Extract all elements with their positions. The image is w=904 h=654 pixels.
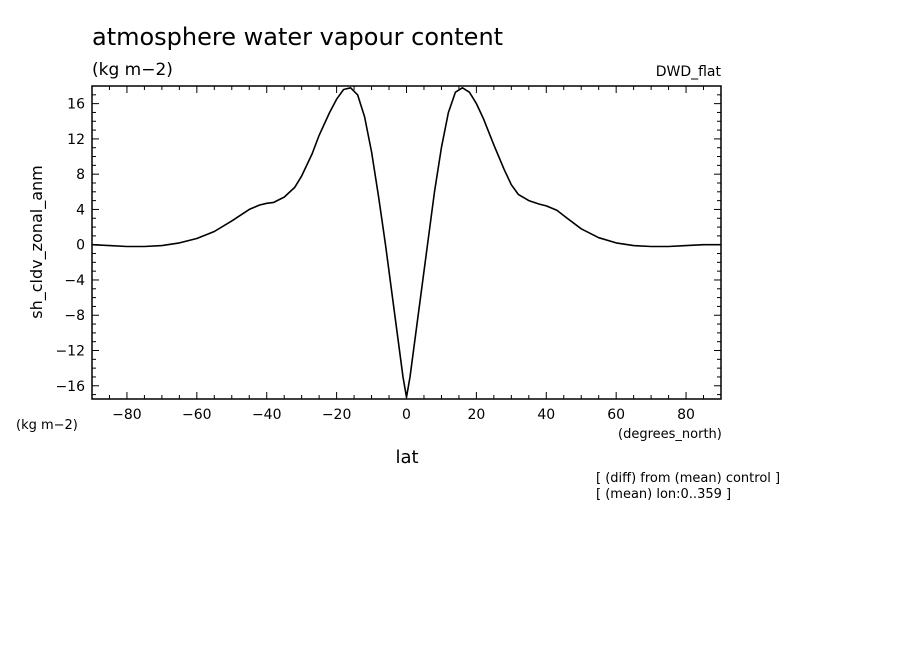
- x-tick-label: 0: [402, 407, 411, 423]
- note-mean: [ (mean) lon:0..359 ]: [596, 487, 731, 502]
- y-axis-label: sh_cldv_zonal_anm: [27, 165, 47, 318]
- series-line: [91, 87, 721, 399]
- y-tick-label: −8: [64, 308, 85, 324]
- x-tick-label: −40: [252, 407, 282, 423]
- x-axis-units: (degrees_north): [618, 427, 722, 442]
- y-tick-label: −12: [55, 344, 85, 360]
- x-tick-label: 80: [677, 407, 695, 423]
- note-diff: [ (diff) from (mean) control ]: [596, 471, 780, 486]
- x-tick-label: −60: [182, 407, 212, 423]
- chart-title: atmosphere water vapour content: [92, 23, 503, 51]
- y-tick-label: 16: [67, 97, 85, 113]
- y-tick-label: −4: [64, 273, 85, 289]
- y-axis-units: (kg m−2): [16, 418, 78, 433]
- y-tick-label: −16: [55, 379, 85, 395]
- y-tick-label: 4: [76, 202, 85, 218]
- dataset-label: DWD_flat: [656, 64, 722, 80]
- x-tick-label: 20: [467, 407, 485, 423]
- y-tick-label: 0: [76, 238, 85, 254]
- x-tick-label: 60: [607, 407, 625, 423]
- y-tick-label: 12: [67, 132, 85, 148]
- y-tick-label: 8: [76, 167, 85, 183]
- plot-frame: [91, 85, 722, 400]
- x-tick-label: −20: [322, 407, 352, 423]
- x-axis-label: lat: [395, 447, 418, 468]
- x-tick-label: 40: [537, 407, 555, 423]
- chart-subtitle: (kg m−2): [92, 60, 173, 80]
- x-tick-label: −80: [112, 407, 142, 423]
